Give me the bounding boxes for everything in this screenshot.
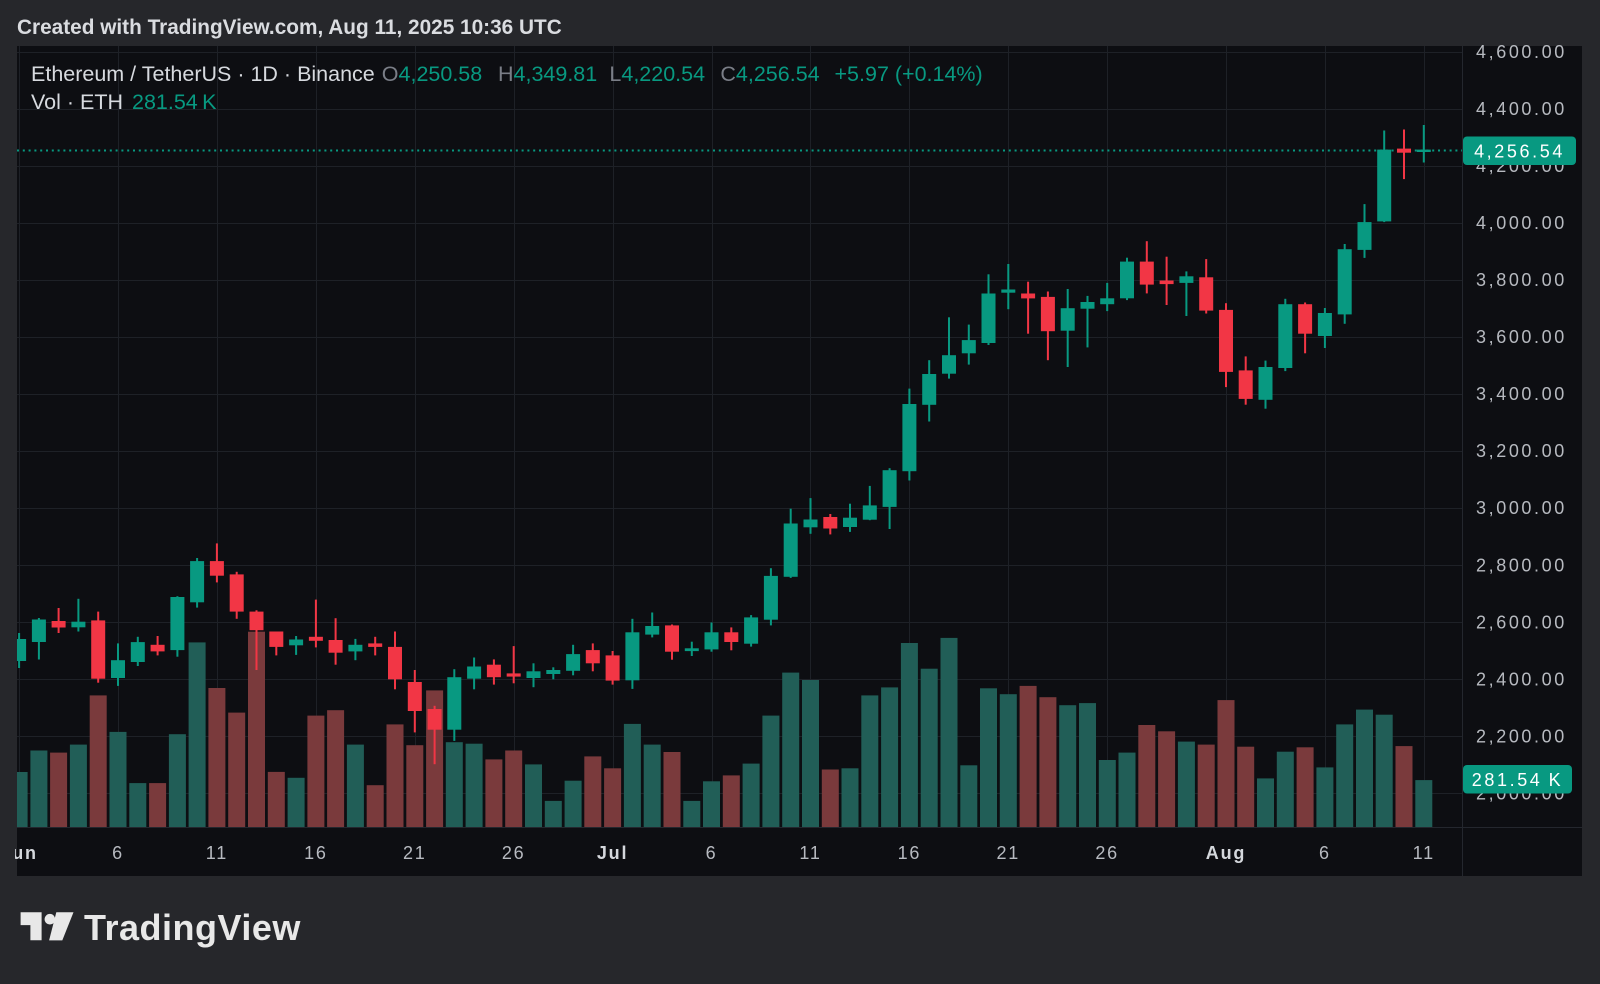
svg-text:L4,220.54: L4,220.54 xyxy=(609,62,705,86)
svg-text:3,200.00: 3,200.00 xyxy=(1476,441,1567,461)
svg-text:4,000.00: 4,000.00 xyxy=(1476,213,1567,233)
svg-text:2,400.00: 2,400.00 xyxy=(1476,669,1567,689)
svg-text:11: 11 xyxy=(206,843,228,863)
svg-text:6: 6 xyxy=(1319,843,1331,863)
svg-text:Aug: Aug xyxy=(1206,843,1246,863)
svg-text:21: 21 xyxy=(403,843,427,863)
svg-text:4,256.54: 4,256.54 xyxy=(1474,142,1565,162)
svg-text:16: 16 xyxy=(898,843,922,863)
svg-text:11: 11 xyxy=(799,843,821,863)
svg-text:Ethereum / TetherUS · 1D · Bin: Ethereum / TetherUS · 1D · Binance xyxy=(31,62,375,86)
svg-text:2,200.00: 2,200.00 xyxy=(1476,726,1567,746)
svg-text:2,600.00: 2,600.00 xyxy=(1476,612,1567,632)
svg-text:6: 6 xyxy=(112,843,124,863)
svg-text:3,800.00: 3,800.00 xyxy=(1476,270,1567,290)
svg-text:Vol · ETH: Vol · ETH xyxy=(31,90,123,114)
svg-text:Jul: Jul xyxy=(597,843,628,863)
svg-text:26: 26 xyxy=(1095,843,1119,863)
svg-text:16: 16 xyxy=(304,843,328,863)
svg-text:+5.97 (+0.14%): +5.97 (+0.14%) xyxy=(835,62,983,86)
svg-text:TradingView: TradingView xyxy=(84,907,301,948)
svg-text:3,400.00: 3,400.00 xyxy=(1476,384,1567,404)
svg-text:4,400.00: 4,400.00 xyxy=(1476,99,1567,119)
svg-text:H4,349.81: H4,349.81 xyxy=(498,62,597,86)
svg-text:Created with TradingView.com,: Created with TradingView.com, Aug 11, 20… xyxy=(17,16,562,39)
svg-text:2,800.00: 2,800.00 xyxy=(1476,555,1567,575)
svg-text:281.54 K: 281.54 K xyxy=(1472,770,1563,790)
svg-text:C4,256.54: C4,256.54 xyxy=(720,62,819,86)
svg-text:Jun: Jun xyxy=(0,843,37,863)
svg-text:11: 11 xyxy=(1413,843,1435,863)
svg-text:281.54 K: 281.54 K xyxy=(132,90,217,114)
svg-text:3,600.00: 3,600.00 xyxy=(1476,327,1567,347)
svg-text:6: 6 xyxy=(706,843,718,863)
svg-text:4,600.00: 4,600.00 xyxy=(1476,42,1567,62)
svg-text:21: 21 xyxy=(996,843,1020,863)
svg-text:3,000.00: 3,000.00 xyxy=(1476,498,1567,518)
svg-text:26: 26 xyxy=(502,843,526,863)
svg-text:O4,250.58: O4,250.58 xyxy=(382,62,482,86)
